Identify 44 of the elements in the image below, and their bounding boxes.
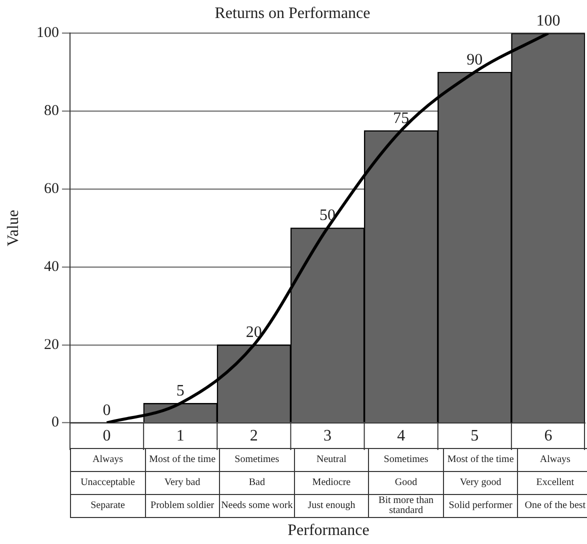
x-axis-title: Performance xyxy=(286,522,370,540)
y-tick-label: 0 xyxy=(52,414,59,431)
data-label: 50 xyxy=(320,207,336,224)
chart-title: Returns on Performance xyxy=(214,4,370,22)
text: Most of the time xyxy=(145,448,220,472)
y-tick-label: 40 xyxy=(44,258,59,275)
y-tick-label: 100 xyxy=(36,25,59,42)
y-axis-title: Value xyxy=(4,210,22,246)
text: Excellent xyxy=(518,472,587,494)
text: Always xyxy=(70,448,146,472)
text: Sometimes xyxy=(368,448,444,472)
text: Separate xyxy=(70,494,146,518)
text: One of the best xyxy=(518,494,587,518)
data-label: 75 xyxy=(393,110,410,127)
data-label: 100 xyxy=(536,12,560,30)
text: Very bad xyxy=(145,472,220,494)
data-label: 90 xyxy=(466,51,483,68)
text: Just enough xyxy=(294,494,369,518)
x-tick-label: 4 xyxy=(397,428,406,445)
x-tick-label: 5 xyxy=(470,428,479,445)
text: Unacceptable xyxy=(70,472,146,494)
text: Sometimes xyxy=(220,448,294,472)
x-tick-label: 0 xyxy=(102,428,111,445)
text: Always xyxy=(518,448,587,472)
x-tick-label: 1 xyxy=(176,428,184,445)
x-tick-label: 6 xyxy=(544,428,552,445)
data-label: 20 xyxy=(246,324,262,342)
text: Neutral xyxy=(294,448,369,472)
x-tick-label: 3 xyxy=(324,428,332,445)
y-tick-label: 80 xyxy=(44,103,59,120)
data-label: 0 xyxy=(102,402,111,420)
x-tick-label: 2 xyxy=(250,428,258,445)
data-label: 5 xyxy=(176,382,184,400)
text: Bit more than standard xyxy=(368,494,444,518)
y-tick-label: 60 xyxy=(44,180,59,197)
text: Most of the time xyxy=(443,448,518,472)
text: Needs some work xyxy=(220,494,294,518)
text: Problem soldier xyxy=(145,494,220,518)
text: Very good xyxy=(443,472,518,494)
text: Solid performer xyxy=(443,494,518,518)
text: Mediocre xyxy=(294,472,369,494)
y-tick-label: 20 xyxy=(44,336,59,353)
text: Good xyxy=(368,472,444,494)
text: Bad xyxy=(220,472,294,494)
